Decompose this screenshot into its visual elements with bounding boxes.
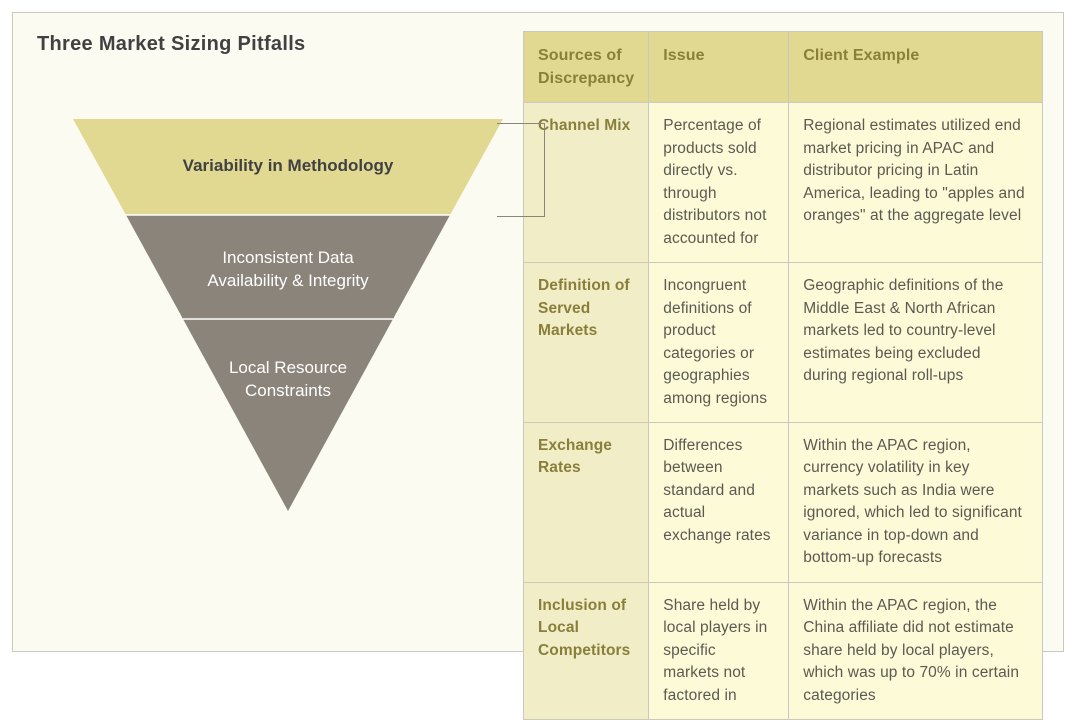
table-row: Inclusion of Local Competitors Share hel… [524, 582, 1043, 719]
cell-example: Regional estimates utilized end market p… [789, 103, 1043, 263]
connector-bracket [497, 123, 545, 217]
table-row: Channel Mix Percentage of products sold … [524, 103, 1043, 263]
funnel-seg-1 [73, 119, 503, 215]
cell-issue: Share held by local players in specific … [649, 582, 789, 719]
discrepancy-table: Sources of Discrepancy Issue Client Exam… [523, 31, 1043, 720]
table-row: Definition of Served Markets Incongruent… [524, 263, 1043, 423]
cell-source: Definition of Served Markets [524, 263, 649, 423]
infographic-frame: Three Market Sizing Pitfalls Variability… [12, 12, 1064, 652]
cell-issue: Incongruent definitions of product categ… [649, 263, 789, 423]
funnel-seg-3 [183, 319, 393, 511]
cell-issue: Differences between standard and actual … [649, 423, 789, 583]
funnel-svg [73, 119, 503, 549]
cell-example: Within the APAC region, the China affili… [789, 582, 1043, 719]
cell-example: Geographic definitions of the Middle Eas… [789, 263, 1043, 423]
cell-example: Within the APAC region, currency volatil… [789, 423, 1043, 583]
cell-source: Exchange Rates [524, 423, 649, 583]
funnel-panel: Variability in Methodology Inconsistent … [33, 31, 523, 633]
col-header-example: Client Example [789, 32, 1043, 103]
table-row: Exchange Rates Differences between stand… [524, 423, 1043, 583]
table-header-row: Sources of Discrepancy Issue Client Exam… [524, 32, 1043, 103]
funnel-diagram: Variability in Methodology Inconsistent … [73, 119, 503, 549]
col-header-issue: Issue [649, 32, 789, 103]
funnel-seg-2 [126, 215, 450, 319]
cell-source: Inclusion of Local Competitors [524, 582, 649, 719]
col-header-source: Sources of Discrepancy [524, 32, 649, 103]
cell-issue: Percentage of products sold directly vs.… [649, 103, 789, 263]
table-panel: Sources of Discrepancy Issue Client Exam… [523, 31, 1043, 633]
